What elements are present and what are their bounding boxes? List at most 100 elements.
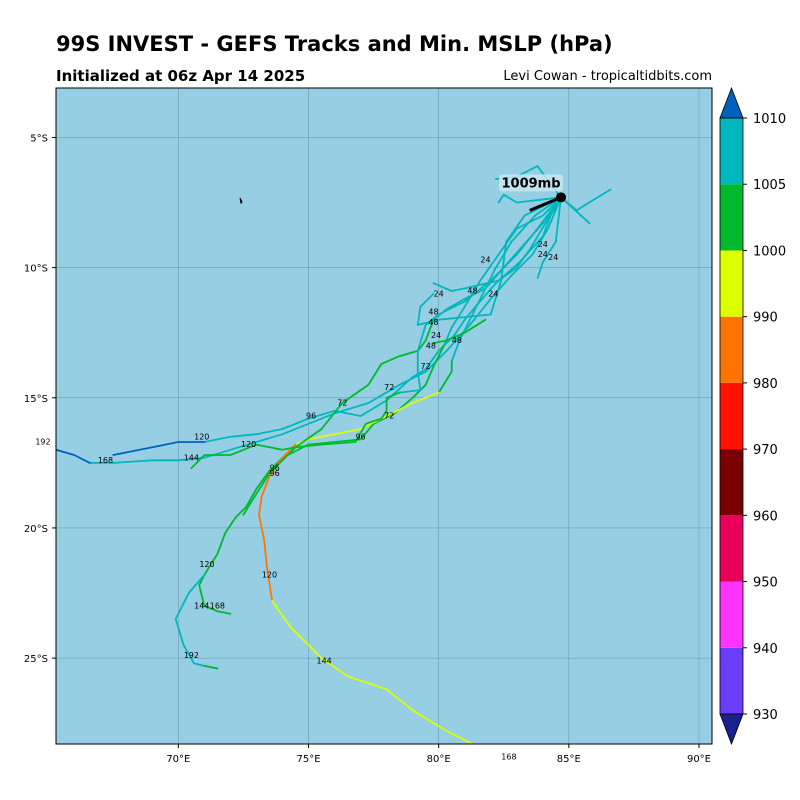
init-time-subtitle: Initialized at 06z Apr 14 2025 <box>56 67 306 85</box>
forecast-hour-label: 168 <box>501 753 516 762</box>
forecast-hour-label: 192 <box>35 438 50 447</box>
colorbar-label: 940 <box>753 642 778 657</box>
colorbar-frame <box>719 117 744 715</box>
chart-title: 99S INVEST - GEFS Tracks and Min. MSLP (… <box>56 32 613 56</box>
forecast-hour-label: 48 <box>428 307 438 316</box>
forecast-hour-label: 168 <box>98 456 113 465</box>
colorbar-swatch <box>720 118 743 185</box>
track-segment <box>437 360 453 394</box>
y-tick-label: 20°S <box>24 524 48 535</box>
track-segment <box>416 196 562 326</box>
colorbar-label: 990 <box>753 311 778 326</box>
forecast-hour-label: 24 <box>488 289 498 298</box>
forecast-hour-label: 24 <box>538 250 548 259</box>
island-outline <box>239 197 243 205</box>
forecast-hour-label: 96 <box>270 469 280 478</box>
forecast-hour-label: 24 <box>431 331 441 340</box>
track-segment <box>88 196 562 464</box>
track-segment <box>560 196 591 225</box>
forecast-hour-label: 72 <box>337 399 347 408</box>
forecast-hour-label: 168 <box>210 602 225 611</box>
colorbar-label: 1000 <box>753 244 786 259</box>
track-segment <box>271 599 474 744</box>
forecast-hour-label: 120 <box>194 432 209 441</box>
track-segment <box>398 196 562 394</box>
forecast-hour-label: 120 <box>262 570 277 579</box>
x-tick-label: 75°E <box>296 754 320 765</box>
colorbar-label: 970 <box>753 443 778 458</box>
forecast-hour-label: 120 <box>241 440 256 449</box>
forecast-hour-label: 144 <box>184 453 199 462</box>
current-pressure-label: 1009mb <box>501 176 560 191</box>
track-segment <box>432 318 487 345</box>
colorbar-label: 1005 <box>753 178 786 193</box>
track-segment <box>442 196 562 347</box>
island-shape <box>239 197 243 205</box>
forecast-hour-label: 48 <box>426 341 436 350</box>
pressure-label-box <box>499 174 564 192</box>
track-segment <box>198 344 445 615</box>
colorbar-swatch <box>720 581 743 648</box>
track-segment <box>294 391 440 446</box>
forecast-hour-label: 144 <box>194 602 209 611</box>
forecast-hour-label: 48 <box>452 336 462 345</box>
track-segment <box>497 193 562 204</box>
track-segment <box>56 448 91 464</box>
current-position-marker <box>556 192 567 203</box>
colorbar-swatch <box>720 449 743 516</box>
forecast-hour-label: 48 <box>467 287 477 296</box>
y-axis-ticks: 5°S 10°S 15°S 20°S 25°S <box>24 133 56 665</box>
motion-vector <box>529 195 562 212</box>
track-segment <box>432 196 562 321</box>
forecast-hour-label: 96 <box>270 464 280 473</box>
y-tick-label: 25°S <box>24 654 48 665</box>
map-frame <box>55 87 713 745</box>
forecast-hour-label: 72 <box>421 362 431 371</box>
forecast-hour-label: 96 <box>306 412 316 421</box>
colorbar-label: 1010 <box>753 112 786 127</box>
forecast-hour-label: 24 <box>434 289 444 298</box>
track-segment <box>416 292 435 326</box>
colorbar-swatch <box>720 250 743 317</box>
x-tick-label: 70°E <box>166 754 190 765</box>
track-segment <box>190 391 401 470</box>
colorbar-swatch <box>720 316 743 383</box>
track-segment <box>203 665 219 670</box>
x-tick-label: 85°E <box>557 754 581 765</box>
x-axis-ticks: 70°E 75°E 80°E 85°E 90°E <box>166 744 711 765</box>
colorbar-swatch <box>720 515 743 582</box>
forecast-hour-label: 96 <box>355 432 365 441</box>
credit-text: Levi Cowan - tropicaltidbits.com <box>503 69 712 84</box>
colorbar-swatch <box>720 647 743 714</box>
x-tick-label: 90°E <box>687 754 711 765</box>
pressure-colorbar: 930 940 950 960 970 980 990 1000 1005 1010 <box>719 86 786 746</box>
forecast-hour-label: 120 <box>199 560 214 569</box>
colorbar-label: 950 <box>753 576 778 591</box>
colorbar-label: 980 <box>753 377 778 392</box>
forecast-hour-label: 24 <box>538 240 548 249</box>
forecast-hour-label: 24 <box>548 253 558 262</box>
lat-lon-grid <box>56 88 712 744</box>
ensemble-tracks <box>56 165 612 744</box>
forecast-hour-label: 144 <box>316 656 331 665</box>
x-tick-label: 80°E <box>427 754 451 765</box>
forecast-hour-label: 72 <box>384 412 394 421</box>
forecast-hour-label: 192 <box>184 651 199 660</box>
colorbar-over-arrow <box>719 86 744 119</box>
forecast-hour-label: 72 <box>384 383 394 392</box>
y-tick-label: 5°S <box>30 133 48 144</box>
track-segment <box>536 196 562 279</box>
colorbar-under-arrow <box>719 713 744 746</box>
track-segment <box>432 196 562 292</box>
colorbar-swatch <box>720 184 743 251</box>
colorbar-label: 960 <box>753 509 778 524</box>
y-tick-label: 10°S <box>24 264 48 275</box>
track-segment <box>258 443 297 602</box>
colorbar-swatch <box>720 382 743 450</box>
track-segment <box>203 196 562 443</box>
colorbar-label: 930 <box>753 708 778 723</box>
track-segment <box>112 441 206 456</box>
y-tick-label: 15°S <box>24 394 48 405</box>
